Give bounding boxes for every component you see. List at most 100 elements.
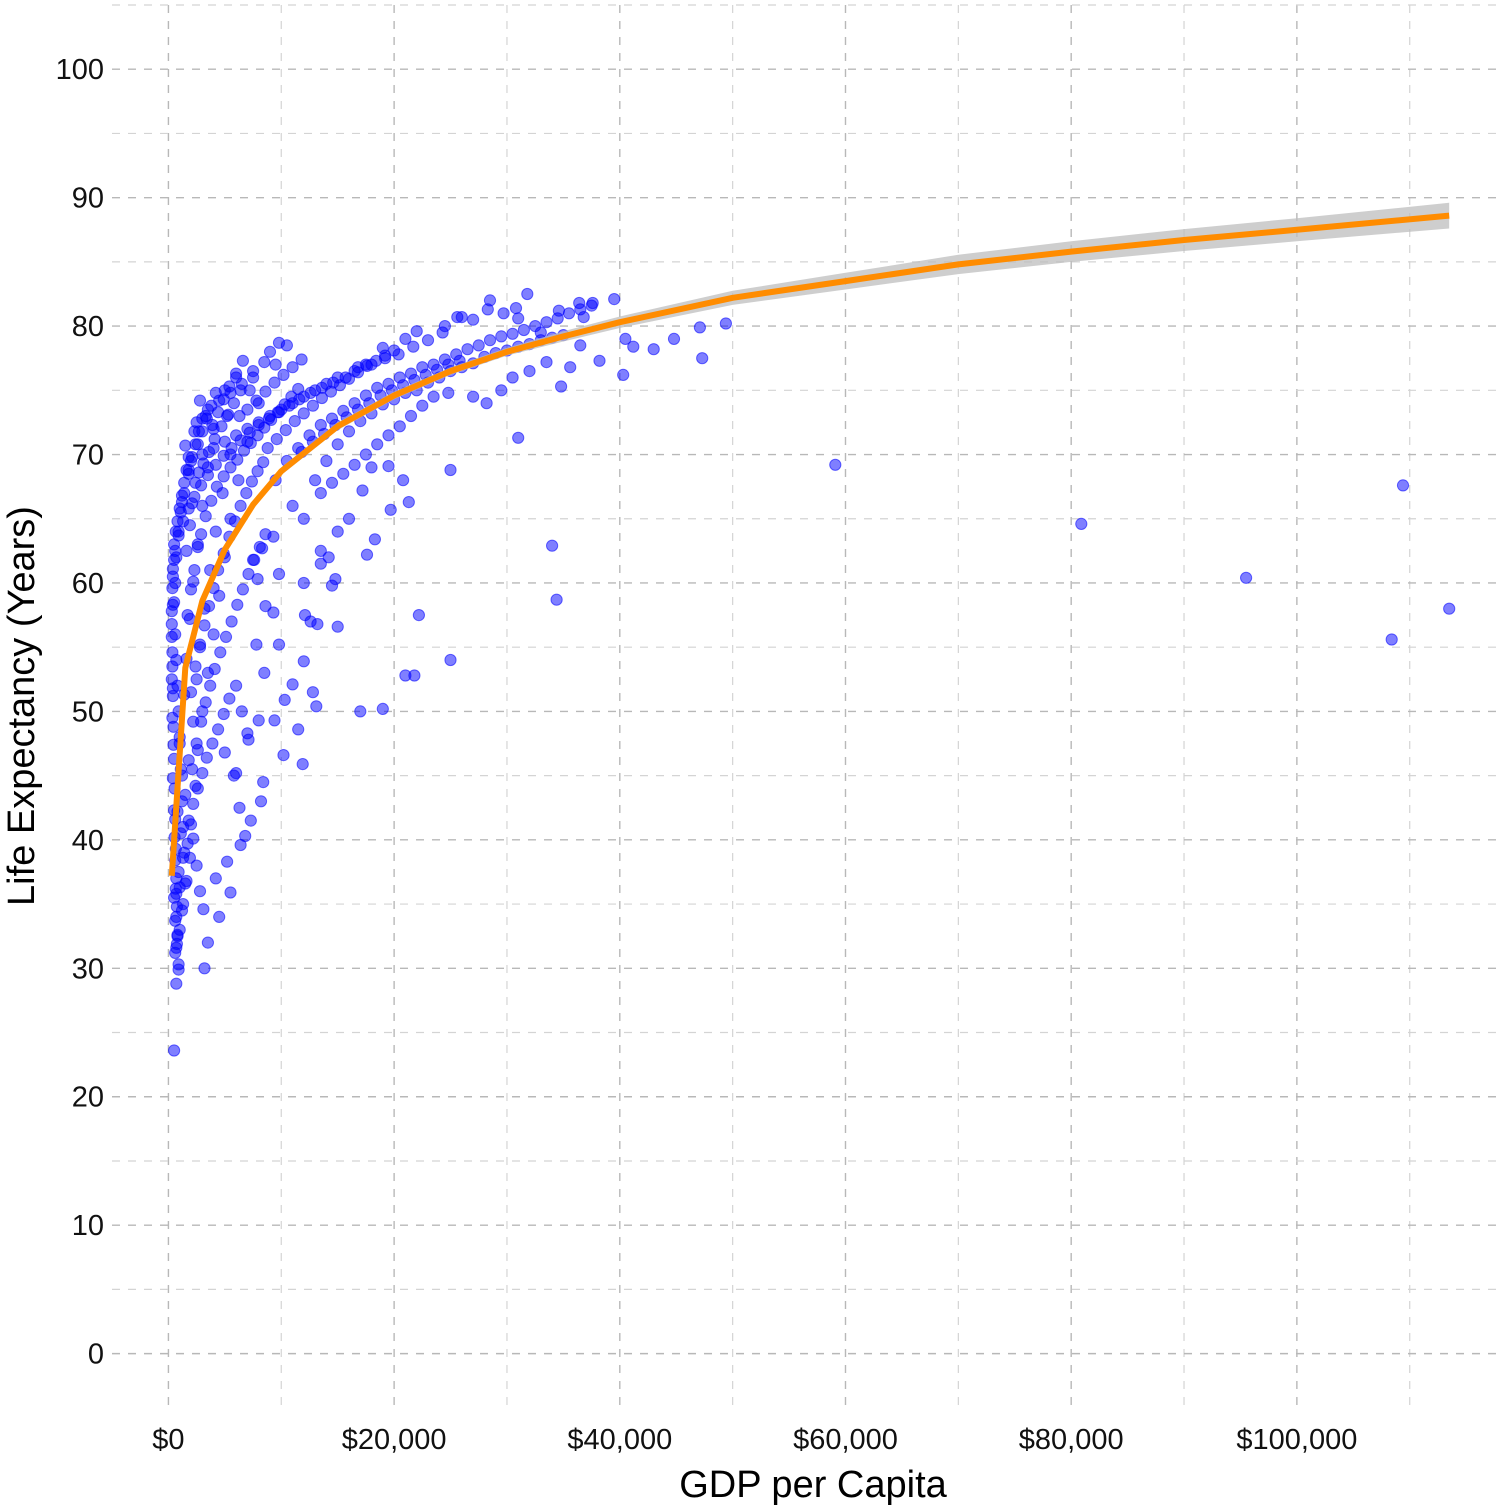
data-point [193, 885, 207, 898]
y-tick-label: 90 [72, 183, 104, 215]
data-point [540, 356, 553, 369]
data-point [342, 372, 356, 385]
data-point [201, 936, 214, 949]
data-point [407, 340, 420, 353]
data-point [166, 598, 179, 611]
data-point [196, 412, 209, 425]
data-point [251, 465, 264, 478]
data-point [521, 287, 534, 301]
data-point [170, 977, 183, 990]
x-tick-label: $80,000 [1019, 1424, 1124, 1456]
data-point [286, 361, 299, 374]
confidence-band [171, 202, 1450, 880]
data-point [181, 609, 194, 622]
data-point [314, 557, 327, 570]
data-point [180, 544, 193, 558]
data-point [320, 454, 333, 468]
data-point [210, 480, 223, 493]
data-point [277, 368, 290, 381]
data-point [329, 573, 342, 586]
data-point [314, 487, 327, 500]
data-point [206, 737, 219, 750]
data-point [262, 412, 275, 425]
data-point [356, 484, 369, 497]
data-point [331, 438, 344, 451]
data-point [208, 433, 221, 446]
y-tick-label: 80 [72, 311, 104, 343]
data-point [272, 567, 286, 581]
data-point [348, 458, 361, 471]
data-point [480, 397, 493, 410]
data-point [180, 463, 193, 477]
data-point [393, 420, 406, 433]
data-point [209, 872, 222, 885]
y-tick-label: 0 [88, 1339, 104, 1371]
data-point [168, 891, 181, 904]
data-point [182, 451, 195, 464]
x-axis: $0 $20,000 $40,000 $60,000 $80,000 $100,000 [152, 1424, 1357, 1456]
data-point [234, 384, 247, 397]
data-point [444, 463, 457, 477]
data-point [277, 749, 290, 762]
y-tick-label: 10 [72, 1210, 104, 1242]
data-point [384, 503, 397, 516]
data-point [257, 776, 270, 789]
data-point [225, 442, 238, 455]
data-point [236, 583, 249, 596]
y-tick-label: 20 [72, 1082, 104, 1114]
data-point [283, 399, 296, 412]
data-point [272, 638, 286, 651]
data-point [296, 758, 309, 771]
data-point [288, 415, 301, 428]
x-tick-label: $100,000 [1236, 1424, 1357, 1456]
data-points [165, 287, 1456, 1057]
data-point [495, 384, 508, 397]
data-point [168, 538, 181, 551]
data-point [306, 686, 319, 699]
data-point [269, 358, 282, 371]
data-point [564, 361, 577, 374]
data-point [182, 814, 195, 827]
data-point [534, 326, 547, 339]
data-point [360, 548, 374, 561]
data-point [286, 678, 299, 691]
data-point [207, 628, 220, 641]
y-tick-label: 60 [72, 568, 104, 600]
data-point [192, 425, 205, 438]
data-point [257, 456, 270, 469]
data-point [205, 494, 218, 507]
data-point [184, 583, 198, 596]
data-point [552, 304, 566, 317]
data-point [168, 553, 181, 567]
data-point [359, 448, 372, 461]
data-point [235, 705, 248, 718]
data-point [331, 620, 344, 633]
data-point [166, 570, 179, 583]
data-point [258, 666, 271, 680]
data-point [550, 593, 563, 606]
data-point [209, 525, 222, 538]
data-point [253, 540, 266, 554]
data-point [169, 525, 182, 538]
data-point [593, 354, 606, 367]
data-point [304, 386, 317, 399]
data-point [397, 474, 410, 487]
x-tick-label: $40,000 [567, 1424, 672, 1456]
data-point [322, 551, 335, 564]
data-point [310, 700, 323, 713]
data-point [224, 886, 237, 899]
data-point [189, 660, 202, 673]
data-point [166, 711, 179, 724]
data-point [608, 293, 621, 306]
data-point [577, 311, 590, 324]
data-point [259, 385, 272, 398]
data-point [199, 696, 212, 709]
data-point [574, 339, 587, 352]
data-point [627, 340, 640, 353]
data-point [268, 376, 281, 389]
data-point [297, 512, 310, 525]
data-point [242, 567, 255, 581]
data-point [175, 496, 189, 509]
data-point [168, 1044, 181, 1057]
